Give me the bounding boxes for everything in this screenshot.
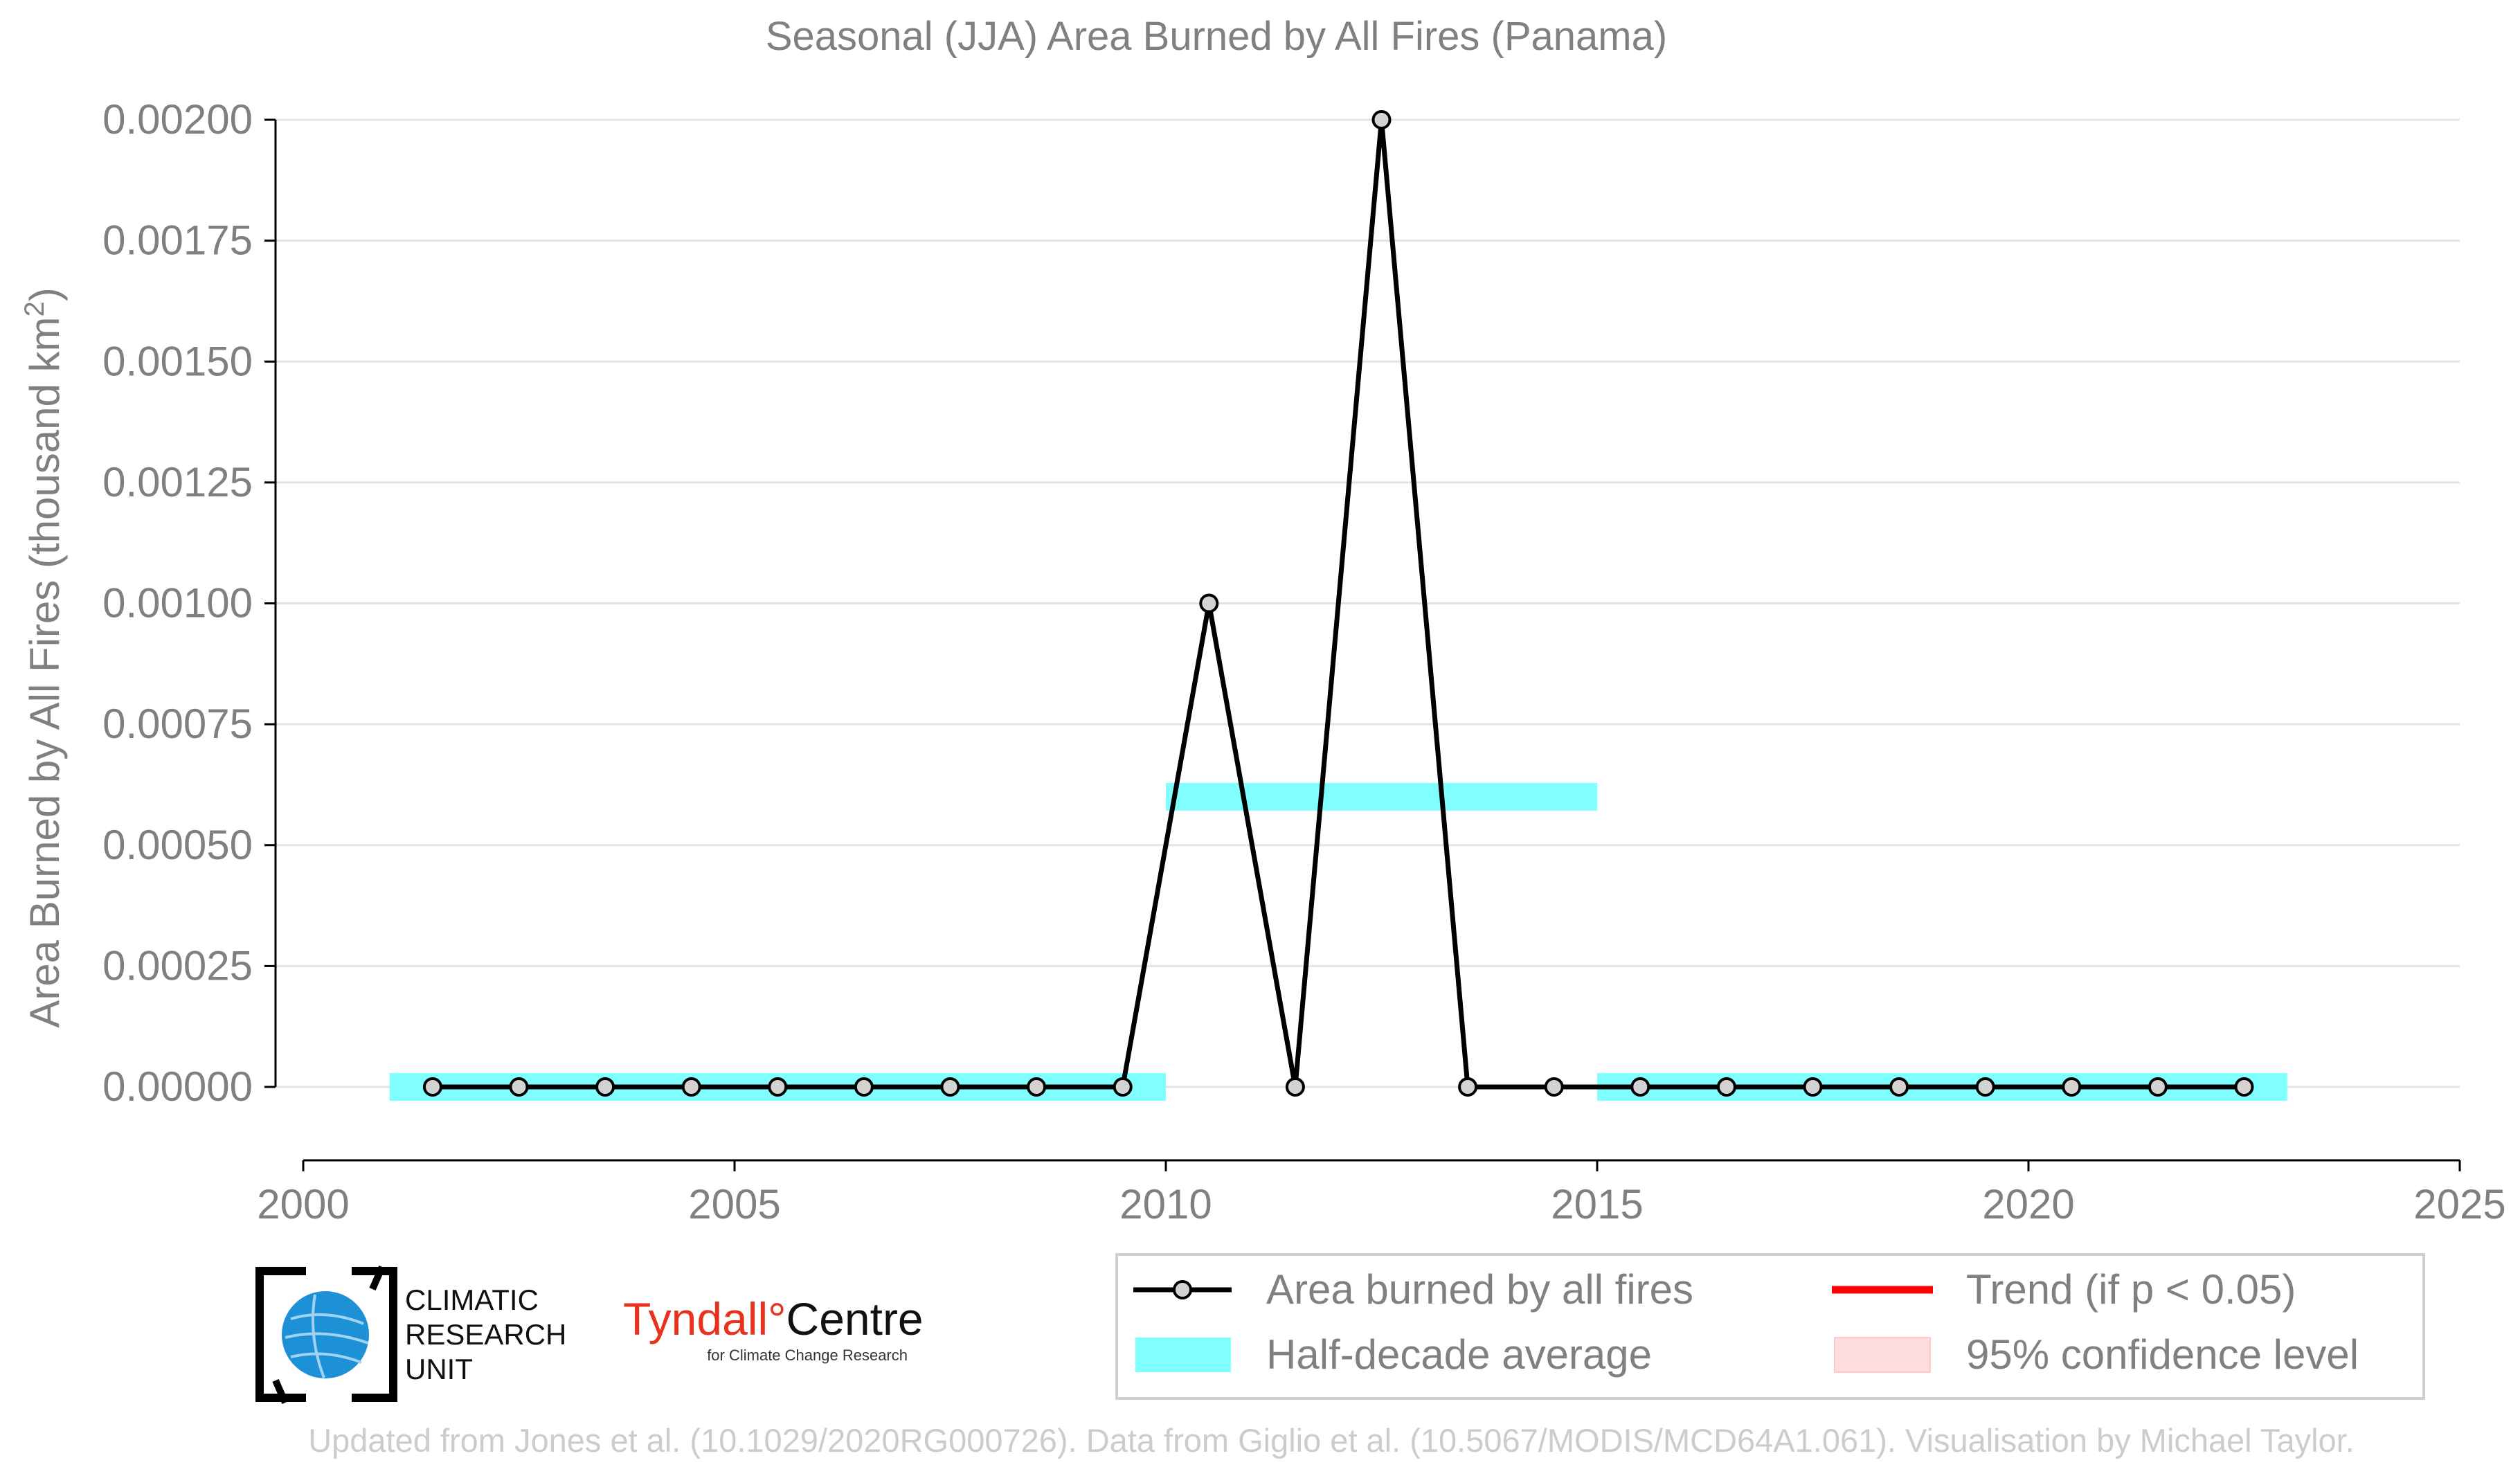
legend-box [1115,1253,2425,1400]
data-point [854,1077,874,1097]
data-point [1113,1077,1133,1097]
x-tick-label: 2010 [1119,1181,1212,1227]
data-point [940,1077,960,1097]
x-tick-label: 2000 [257,1181,349,1227]
data-point [509,1077,529,1097]
data-point [768,1077,788,1097]
data-point [1716,1077,1736,1097]
data-point [1458,1077,1478,1097]
cru-logo-slash-bottom [272,1378,289,1405]
y-tick-label: 0.00150 [102,338,253,384]
data-point [1544,1077,1564,1097]
data-point [1889,1077,1909,1097]
footer-credits: Updated from Jones et al. (10.1029/2020R… [308,1422,2355,1459]
y-tick-label: 0.00200 [102,96,253,143]
cru-logo-text-line1: CLIMATIC [405,1284,539,1316]
x-tick-label: 2005 [688,1181,780,1227]
axes: 0.00000 0.00025 0.00050 0.00075 0.00100 0.001… [102,96,2506,1227]
tyndall-logo: Tyndall°Centre for Climate Change Resear… [623,1293,924,1364]
y-axis-label: Area Burned by All Fires (thousand km2) [19,287,68,1027]
y-tick-label: 0.00175 [102,217,253,264]
y-tick-label: 0.00075 [102,701,253,747]
legend-marker-area-burned [1173,1280,1192,1299]
data-point [1027,1077,1047,1097]
legend-label-area-burned: Area burned by all fires [1266,1266,1693,1313]
x-tick-label: 2025 [2413,1181,2505,1227]
data-point [1285,1077,1305,1097]
data-point [595,1077,615,1097]
tyndall-logo-degree: ° [768,1293,786,1344]
y-tick-label: 0.00100 [102,580,253,627]
data-point [681,1077,701,1097]
cru-logo: CLIMATIC RESEARCH UNIT [255,1265,566,1405]
y-tick-label: 0.00000 [102,1063,253,1110]
half-decade-bands [389,782,2287,1101]
legend-label-half-decade: Half-decade average [1266,1331,1652,1378]
svg-text:Tyndall°Centre: Tyndall°Centre [623,1293,924,1344]
cru-globe-lines [285,1294,369,1378]
y-axis-label-superscript: 2 [19,301,50,316]
x-tick-label: 2015 [1551,1181,1643,1227]
x-tick-label: 2020 [1982,1181,2074,1227]
y-tick-label: 0.00025 [102,942,253,989]
half-decade-bar [1166,782,1597,811]
data-point [1975,1077,1995,1097]
data-point [1803,1077,1823,1097]
cru-logo-bracket-right [352,1267,397,1402]
chart-title: Seasonal (JJA) Area Burned by All Fires … [766,14,1667,59]
legend-swatch-confidence [1834,1337,1931,1373]
data-point [2148,1077,2168,1097]
legend: Area burned by all fires Trend (if p < 0… [1115,1253,2425,1400]
series-area-burned [422,110,2254,1097]
tyndall-logo-subtitle: for Climate Change Research [707,1347,908,1364]
series-line [432,117,2244,1090]
y-tick-label: 0.00050 [102,822,253,868]
data-point [1630,1077,1650,1097]
legend-label-trend: Trend (if p < 0.05) [1966,1266,2296,1313]
gridlines [276,118,2460,1088]
cru-logo-text-line2: RESEARCH [405,1318,566,1351]
legend-label-confidence: 95% confidence level [1966,1331,2359,1378]
legend-swatch-half-decade [1135,1338,1231,1372]
data-point [1199,593,1219,613]
data-point [422,1077,442,1097]
data-point [2062,1077,2082,1097]
cru-logo-slash-top [369,1265,386,1291]
data-point [2234,1077,2254,1097]
y-tick-label: 0.00125 [102,459,253,505]
data-point [1371,110,1392,129]
tyndall-logo-name: Tyndall [623,1293,768,1344]
tyndall-logo-centre: Centre [786,1293,924,1344]
y-axis-label-close: ) [21,287,68,301]
cru-logo-text-line3: UNIT [405,1353,473,1385]
